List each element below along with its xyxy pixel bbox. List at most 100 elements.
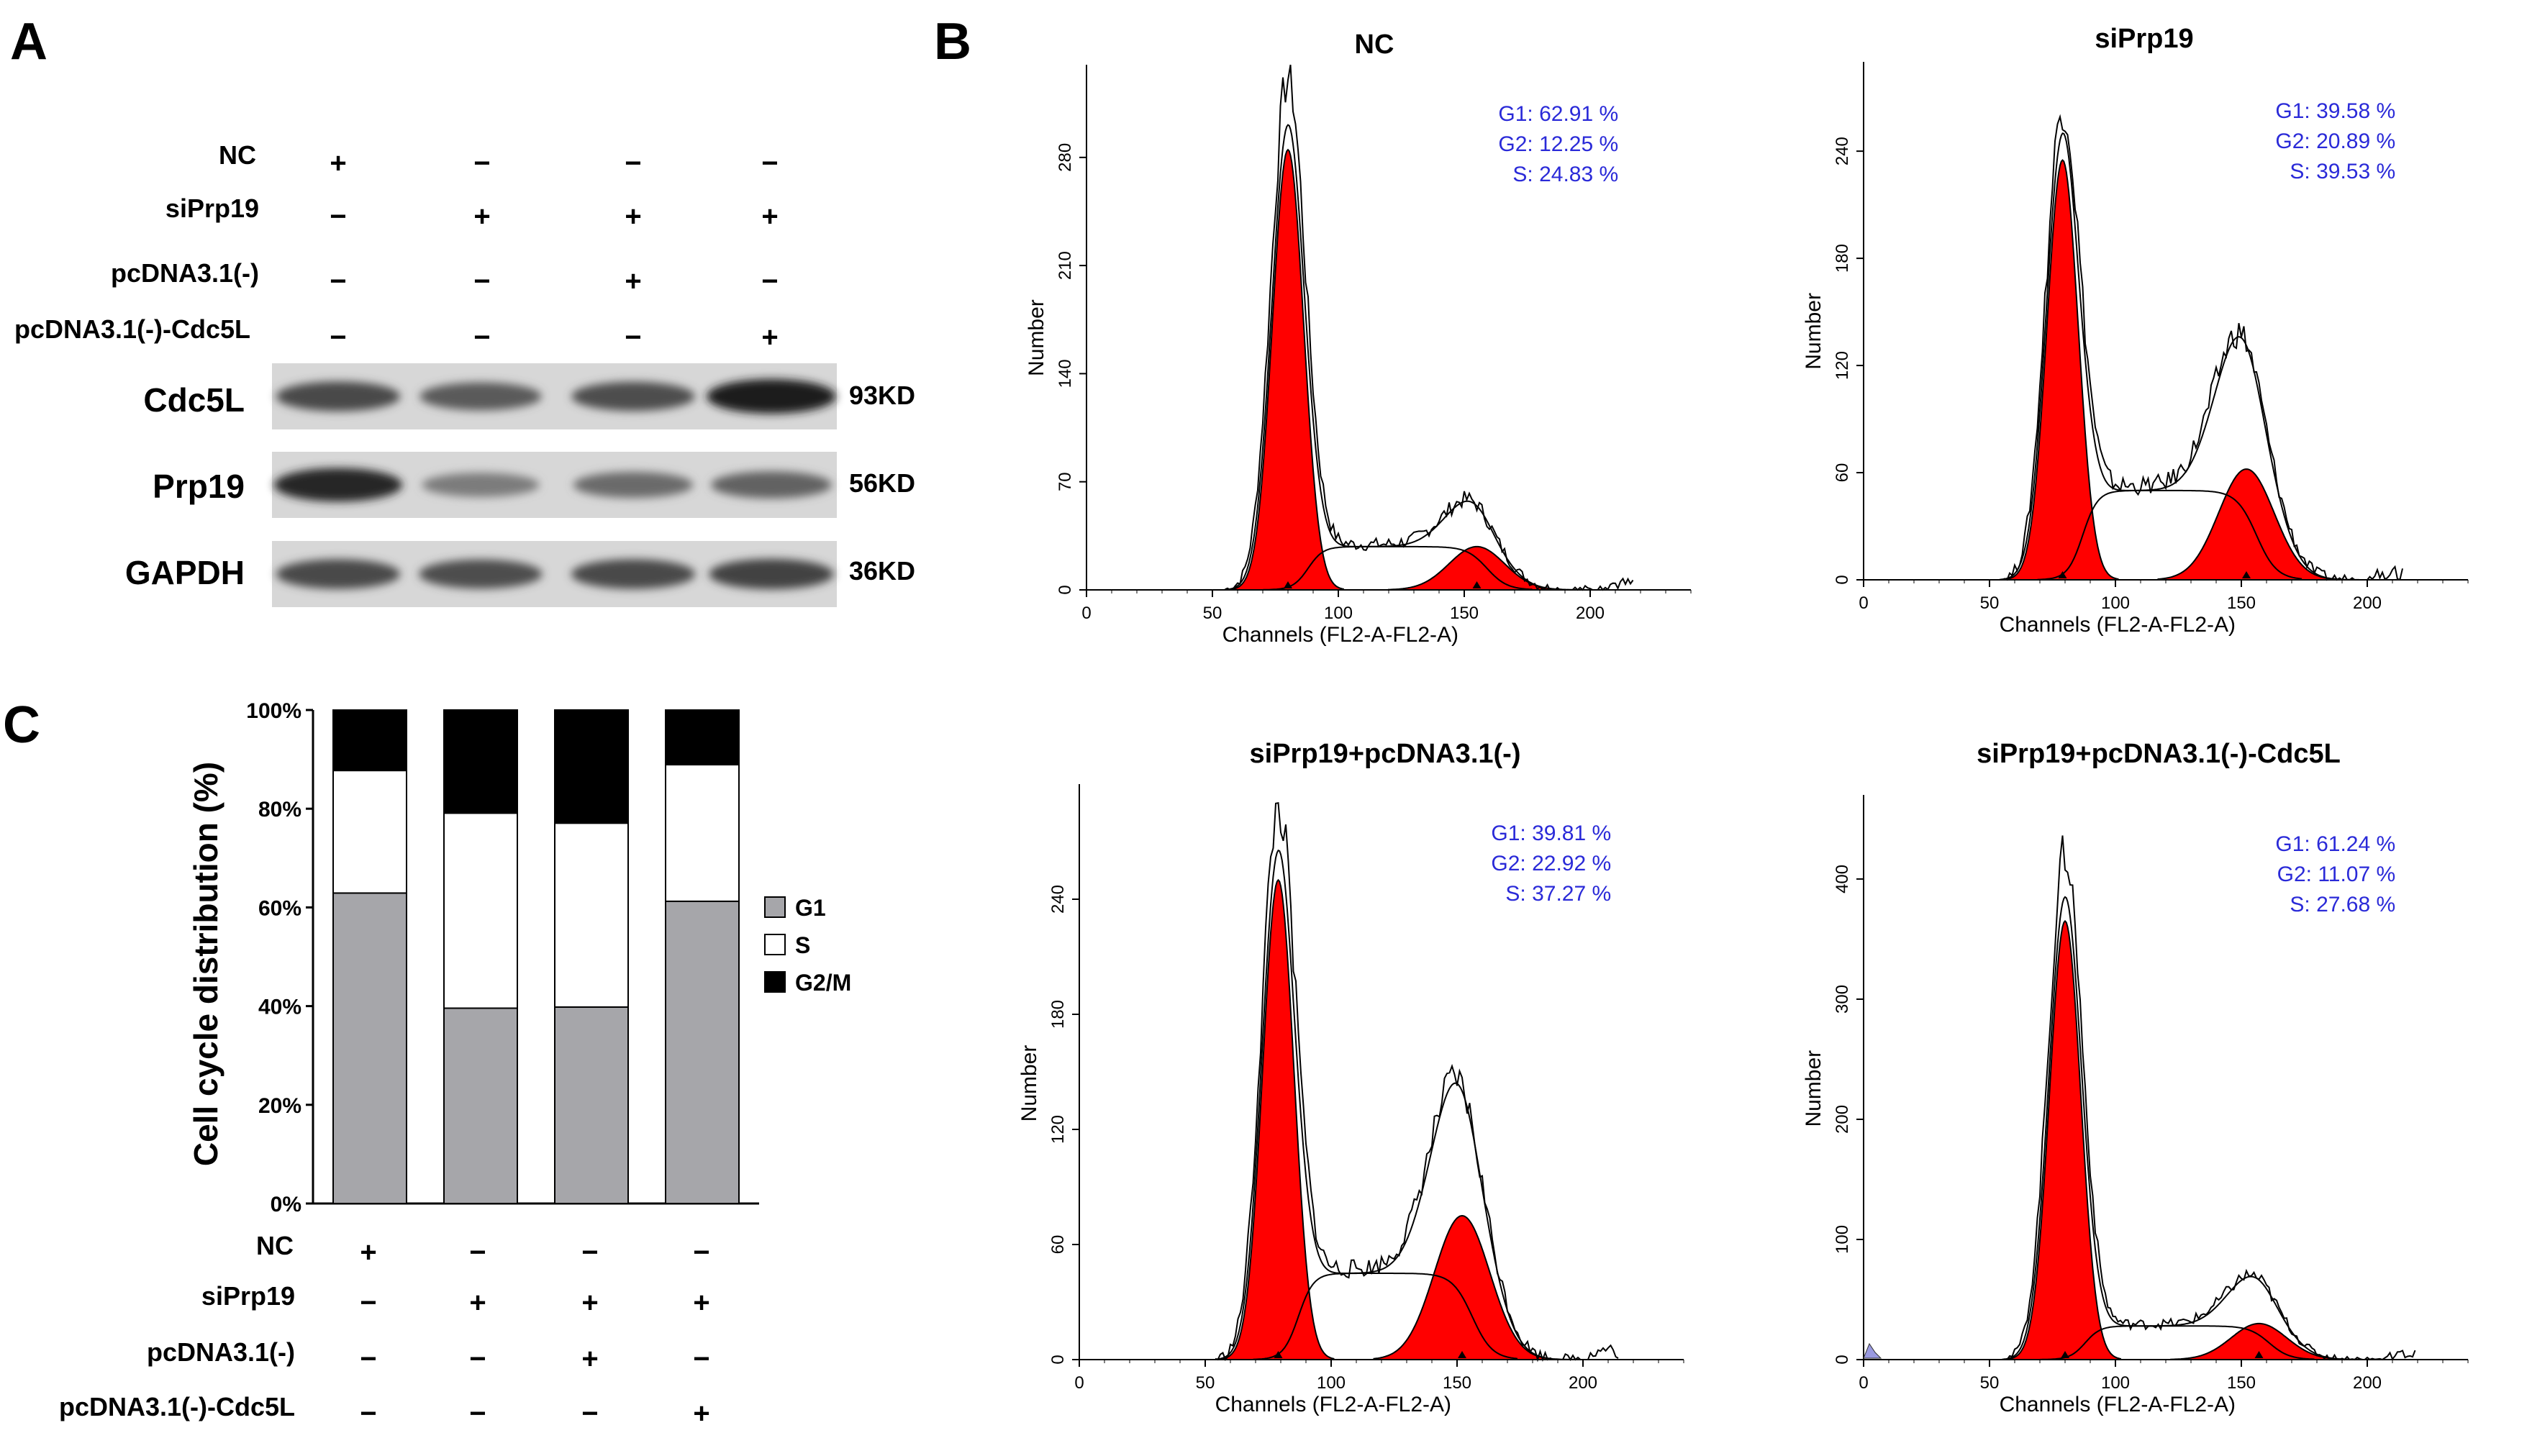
g1-peak-fill — [2009, 919, 2121, 1360]
x-tick-label: 100 — [2101, 593, 2130, 613]
y-axis-label: Number — [1802, 293, 1825, 370]
raw-data-trace — [1225, 64, 1634, 591]
bar-stack — [554, 709, 629, 1205]
protein-label: Cdc5L — [143, 381, 245, 419]
peak-marker — [2058, 571, 2067, 578]
g1-peak-fill — [1222, 878, 1335, 1360]
bar-segment-g2m — [332, 709, 407, 772]
panel-label-a: A — [10, 13, 47, 70]
minus-sign: − — [473, 322, 490, 353]
x-tick-label: 0 — [1081, 604, 1091, 623]
y-tick-label: 280 — [1056, 143, 1075, 172]
chart-y-tick-label: 100% — [246, 699, 301, 723]
blot-row-gapdh: GAPDH 36KD — [125, 541, 915, 607]
y-tick-label: 0 — [1833, 1355, 1852, 1364]
protein-band — [573, 471, 694, 499]
bar-segment-g1 — [332, 892, 407, 1204]
phase-stat: S: 37.27 % — [1505, 882, 1611, 906]
plus-sign: + — [581, 1343, 598, 1375]
phase-stat: G1: 39.81 % — [1491, 822, 1611, 845]
minus-sign: − — [625, 322, 641, 353]
x-tick-label: 150 — [1450, 604, 1479, 623]
minus-sign: − — [761, 265, 778, 297]
bar-segment-s — [554, 822, 629, 1008]
y-tick-label: 180 — [1833, 244, 1852, 273]
histogram-title: siPrp19 — [2095, 24, 2193, 54]
y-tick-label: 0 — [1056, 585, 1075, 594]
legend-label: S — [795, 932, 810, 958]
minus-sign: − — [581, 1398, 598, 1429]
peak-marker — [2242, 571, 2251, 578]
plus-sign: + — [625, 201, 641, 232]
legend-label: G1 — [795, 895, 826, 921]
minus-sign: − — [469, 1237, 486, 1268]
x-axis-label: Channels (FL2-A-FL2-A) — [2000, 1393, 2236, 1416]
flow-histogram-siprp19: siPrp19 0 50 100 150 200 0 60 120 180 240 Number Cha… — [1802, 24, 2469, 637]
x-tick-label: 50 — [1203, 604, 1222, 623]
minus-sign: − — [360, 1343, 376, 1375]
y-tick-label: 300 — [1833, 985, 1852, 1014]
s-phase-curve — [2040, 1325, 2315, 1360]
chart-condition-table: NC + − − − siPrp19 − + + + pcDNA3.1(-) − − + − pcDNA3.1… — [59, 1231, 710, 1429]
plus-sign: + — [469, 1287, 486, 1319]
g1-peak-fill — [1232, 148, 1344, 591]
bar-stack — [332, 709, 407, 1204]
y-axis-label: Number — [1025, 299, 1048, 376]
chart-y-tick-label: 0% — [271, 1193, 301, 1216]
phase-stat: G1: 61.24 % — [2275, 832, 2395, 856]
protein-label: Prp19 — [153, 468, 245, 505]
plus-sign: + — [625, 265, 641, 297]
minus-sign: − — [625, 147, 641, 179]
plus-sign: + — [360, 1237, 376, 1268]
bar-stack — [443, 709, 518, 1204]
peak-marker — [2061, 1351, 2069, 1358]
g1-peak-fill — [2006, 159, 2119, 581]
y-tick-label: 240 — [1048, 885, 1068, 914]
x-tick-label: 150 — [2227, 593, 2256, 613]
model-fit-curve — [2002, 896, 2372, 1360]
chart-y-tick-label: 40% — [258, 996, 301, 1019]
plus-sign: + — [581, 1287, 598, 1319]
x-tick-label: 0 — [1859, 593, 1868, 613]
raw-data-trace — [1999, 114, 2403, 581]
histogram-title: siPrp19+pcDNA3.1(-)-Cdc5L — [1977, 739, 2341, 769]
plus-sign: + — [330, 147, 346, 179]
histogram-title: NC — [1355, 29, 1394, 60]
peak-marker — [1274, 1351, 1283, 1358]
bar-segment-s — [443, 812, 518, 1009]
peak-marker — [1472, 581, 1482, 588]
phase-stat: G2: 22.92 % — [1491, 852, 1611, 875]
y-tick-label: 0 — [1833, 575, 1852, 584]
band-size-label: 36KD — [849, 556, 915, 586]
bar-segment-g2m — [665, 709, 740, 766]
legend-swatch — [764, 896, 786, 918]
x-tick-label: 100 — [2101, 1373, 2130, 1393]
chart-legend: G1 S G2/M — [764, 895, 851, 996]
bar-segment-g1 — [665, 900, 740, 1204]
minus-sign: − — [761, 147, 778, 179]
protein-band — [571, 381, 695, 411]
protein-band — [276, 381, 401, 411]
bar-segment-s — [332, 770, 407, 894]
bar-stack — [665, 709, 740, 1204]
x-tick-label: 200 — [2353, 1373, 2382, 1393]
protein-band — [276, 559, 401, 589]
flow-histogram-siprp19-pcdna: siPrp19+pcDNA3.1(-) 0 50 100 150 200 0 60 120 180… — [1017, 739, 1684, 1416]
plus-sign: + — [761, 201, 778, 232]
flow-histogram-nc: NC 0 50 100 150 200 0 70 140 210 280 Number Channels… — [1025, 29, 1692, 647]
phase-stat: S: 24.83 % — [1512, 163, 1618, 186]
condition-label: pcDNA3.1(-)-Cdc5L — [59, 1392, 295, 1421]
protein-label: GAPDH — [125, 554, 245, 591]
plus-sign: + — [693, 1398, 709, 1429]
model-fit-curve — [1225, 124, 1590, 591]
minus-sign: − — [330, 265, 346, 297]
y-axis-label: Number — [1802, 1050, 1825, 1127]
minus-sign: − — [330, 322, 346, 353]
condition-label: pcDNA3.1(-) — [147, 1337, 295, 1367]
blot-row-prp19: Prp19 56KD — [153, 452, 915, 518]
protein-band — [419, 382, 542, 411]
x-tick-label: 200 — [1576, 604, 1605, 623]
plus-sign: + — [473, 201, 490, 232]
protein-band — [711, 471, 832, 499]
